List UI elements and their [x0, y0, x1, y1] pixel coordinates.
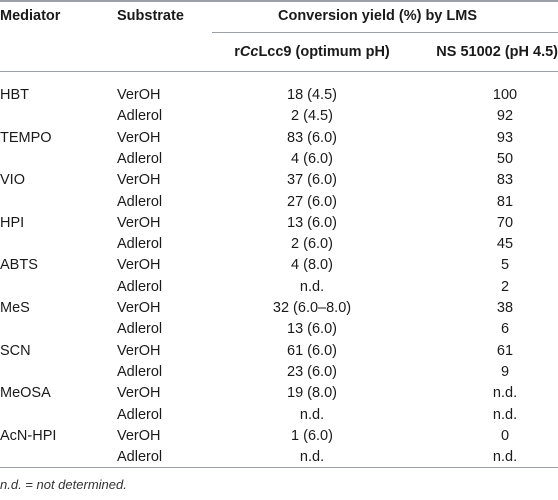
cell-rcclcc9: 13 (6.0) — [287, 321, 337, 338]
cell-rcclcc9: 2 (4.5) — [291, 108, 333, 125]
cell-rcclcc9: 1 (6.0) — [291, 427, 333, 444]
cell-substrate: Adlerol — [117, 363, 163, 380]
cell-ns51002: 50 — [496, 150, 514, 167]
cell-rcclcc9: n.d. — [299, 406, 325, 423]
cell-rcclcc9: 2 (6.0) — [291, 236, 333, 253]
cell-substrate: VerOH — [117, 385, 161, 402]
cell-mediator: SCN — [0, 342, 31, 359]
cell-substrate: VerOH — [117, 129, 161, 146]
cell-mediator: AcN-HPI — [0, 427, 57, 444]
cell-substrate: Adlerol — [117, 321, 163, 338]
cell-substrate: VerOH — [117, 214, 161, 231]
cell-mediator: MeS — [0, 300, 30, 316]
cell-ns51002: 100 — [492, 87, 518, 103]
cell-rcclcc9: 19 (8.0) — [287, 385, 337, 402]
cell-ns51002: n.d. — [492, 385, 518, 402]
cell-mediator: VIO — [0, 172, 25, 189]
header-rcclcc9-italic: Cc — [239, 44, 259, 60]
cell-ns51002: 92 — [496, 108, 514, 125]
header-ns51002: NS 51002 (pH 4.5) — [436, 44, 558, 60]
header-mediator: Mediator — [0, 8, 61, 24]
cell-substrate: Adlerol — [117, 108, 163, 125]
cell-ns51002: 2 — [500, 278, 510, 295]
cell-substrate: Adlerol — [117, 150, 163, 167]
cell-mediator: ABTS — [0, 257, 38, 274]
cell-ns51002: 70 — [496, 214, 514, 231]
footnote: n.d. = not determined. — [0, 477, 127, 492]
cell-rcclcc9: 4 (8.0) — [291, 257, 333, 274]
cell-ns51002: 9 — [500, 363, 510, 380]
cell-ns51002: 61 — [496, 342, 514, 359]
cell-rcclcc9: 18 (4.5) — [287, 87, 337, 103]
cell-rcclcc9: 13 (6.0) — [287, 214, 337, 231]
cell-rcclcc9: n.d. — [299, 449, 325, 466]
top-rule — [0, 0, 558, 2]
cell-mediator: TEMPO — [0, 129, 52, 146]
cell-ns51002: 83 — [496, 172, 514, 189]
cell-substrate: Adlerol — [117, 193, 163, 210]
header-bottom-rule — [0, 71, 558, 72]
cell-substrate: VerOH — [117, 342, 161, 359]
cell-ns51002: n.d. — [492, 406, 518, 423]
cell-ns51002: 5 — [500, 257, 510, 274]
cell-ns51002: 45 — [496, 236, 514, 253]
header-rcclcc9-suffix: Lcc9 (optimum pH) — [258, 44, 390, 60]
header-rcclcc9: rCcLcc9 (optimum pH) — [212, 44, 412, 60]
cell-substrate: Adlerol — [117, 406, 163, 423]
group-underline — [212, 32, 558, 33]
cell-substrate: Adlerol — [117, 236, 163, 253]
cell-rcclcc9: 27 (6.0) — [287, 193, 337, 210]
cell-ns51002: 0 — [500, 427, 510, 444]
cell-substrate: VerOH — [117, 172, 161, 189]
cell-rcclcc9: 61 (6.0) — [287, 342, 337, 359]
cell-ns51002: n.d. — [492, 449, 518, 466]
cell-substrate: VerOH — [117, 427, 161, 444]
header-conversion-yield: Conversion yield (%) by LMS — [278, 8, 477, 24]
cell-rcclcc9: 32 (6.0–8.0) — [272, 300, 352, 316]
cell-mediator: HPI — [0, 214, 25, 231]
cell-substrate: Adlerol — [117, 278, 163, 295]
bottom-rule — [0, 467, 558, 468]
cell-rcclcc9: 23 (6.0) — [287, 363, 337, 380]
cell-substrate: VerOH — [117, 87, 161, 103]
header-substrate: Substrate — [117, 8, 184, 24]
cell-rcclcc9: 37 (6.0) — [287, 172, 337, 189]
cell-ns51002: 81 — [496, 193, 514, 210]
cell-rcclcc9: 83 (6.0) — [287, 129, 337, 146]
header-rcclcc9-prefix: r — [234, 44, 240, 60]
cell-mediator: HBT — [0, 87, 29, 103]
cell-substrate: Adlerol — [117, 449, 163, 466]
cell-substrate: VerOH — [117, 300, 161, 316]
cell-substrate: VerOH — [117, 257, 161, 274]
cell-rcclcc9: 4 (6.0) — [291, 150, 333, 167]
cell-mediator: MeOSA — [0, 385, 51, 402]
cell-ns51002: 6 — [500, 321, 510, 338]
cell-ns51002: 93 — [496, 129, 514, 146]
cell-ns51002: 38 — [496, 300, 514, 316]
cell-rcclcc9: n.d. — [299, 278, 325, 295]
